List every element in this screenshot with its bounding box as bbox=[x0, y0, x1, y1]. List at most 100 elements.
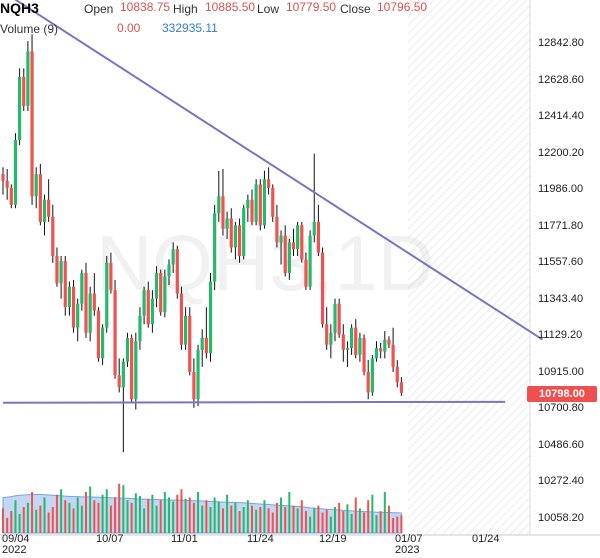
candle-body bbox=[399, 382, 403, 393]
volume-bar bbox=[26, 502, 29, 533]
candle-body bbox=[67, 286, 71, 308]
candle-body bbox=[379, 348, 383, 352]
date-tick-label: 09/04 bbox=[2, 533, 30, 545]
open-value: 10838.75 bbox=[120, 0, 171, 14]
high-label: High bbox=[173, 2, 198, 16]
volume-bar bbox=[201, 505, 204, 533]
open-label: Open bbox=[84, 2, 114, 16]
volume-bar bbox=[138, 496, 141, 533]
candle-body bbox=[362, 337, 366, 372]
volume-bar bbox=[354, 497, 357, 533]
price-tick-label: 11343.40 bbox=[538, 292, 584, 305]
volume-bar bbox=[76, 497, 79, 533]
volume-bar bbox=[168, 497, 170, 533]
volume-bar bbox=[55, 494, 58, 533]
price-tick-label: 11771.80 bbox=[538, 219, 584, 232]
volume-bar bbox=[114, 497, 117, 533]
volume-bar bbox=[122, 485, 125, 533]
volume-bar bbox=[60, 489, 63, 533]
candle-body bbox=[38, 174, 42, 222]
candle-body bbox=[267, 179, 271, 188]
volume-bar bbox=[300, 500, 303, 533]
low-value: 10779.50 bbox=[286, 0, 337, 14]
candle-body bbox=[34, 174, 38, 197]
volume-bar bbox=[147, 498, 150, 533]
candle-body bbox=[320, 252, 325, 325]
candle-body bbox=[337, 303, 341, 335]
date-tick-label: 11/01 bbox=[171, 533, 198, 545]
candle-body bbox=[354, 327, 358, 355]
candle-body bbox=[358, 337, 362, 355]
volume-bar bbox=[105, 489, 108, 533]
volume-bar bbox=[255, 509, 258, 533]
candle-body bbox=[208, 281, 213, 354]
volume-bar bbox=[14, 500, 17, 533]
volume-bar bbox=[280, 497, 283, 533]
candle-body bbox=[154, 273, 159, 299]
candle-body bbox=[171, 249, 175, 265]
candle-body bbox=[184, 315, 188, 345]
candle-body bbox=[333, 303, 337, 333]
date-tick-label: 01/07 bbox=[395, 533, 423, 545]
candle-body bbox=[391, 344, 395, 367]
candle-body bbox=[242, 208, 246, 256]
volume-value: 332935.11 bbox=[162, 21, 218, 35]
volume-bar bbox=[172, 501, 175, 533]
volume-bar bbox=[263, 500, 266, 533]
candle-body bbox=[30, 51, 34, 197]
candle-body bbox=[217, 196, 221, 214]
volume-bar bbox=[350, 513, 353, 533]
volume-bar bbox=[371, 494, 374, 533]
candle-body bbox=[387, 339, 391, 345]
year-tick-label: 2022 bbox=[2, 544, 27, 556]
volume-bar bbox=[6, 517, 9, 533]
volume-bar bbox=[43, 497, 46, 533]
volume-bar bbox=[184, 498, 187, 533]
volume-bar bbox=[313, 508, 316, 533]
volume-bar bbox=[375, 515, 378, 533]
volume-bar bbox=[396, 516, 399, 533]
candle-body bbox=[296, 225, 300, 250]
volume-bar bbox=[10, 511, 13, 533]
volume-bar bbox=[275, 502, 278, 533]
volume-bar bbox=[309, 516, 312, 533]
candle-body bbox=[42, 199, 47, 222]
candle-body bbox=[250, 199, 254, 222]
close-value: 10796.50 bbox=[377, 0, 428, 14]
candle-body bbox=[221, 196, 225, 229]
candle-body bbox=[134, 341, 138, 400]
candle-body bbox=[80, 273, 84, 304]
candle-body bbox=[291, 242, 296, 250]
candle-body bbox=[159, 273, 163, 313]
candle-body bbox=[275, 216, 279, 243]
volume-bar bbox=[18, 513, 21, 533]
candle-body bbox=[51, 216, 55, 256]
candle-body bbox=[109, 262, 113, 291]
volume-bar bbox=[387, 505, 390, 533]
volume-bar bbox=[109, 505, 112, 533]
date-tick-label: 10/07 bbox=[96, 533, 124, 545]
candle-body bbox=[229, 218, 233, 248]
volume-bar bbox=[163, 491, 166, 533]
volume-bar bbox=[242, 507, 245, 533]
candle-body bbox=[329, 332, 333, 345]
volume-bar bbox=[39, 505, 42, 533]
volume-bar bbox=[383, 491, 386, 533]
candle-body bbox=[9, 187, 13, 205]
volume-bar bbox=[64, 500, 67, 533]
candle-body bbox=[18, 76, 22, 141]
candle-body bbox=[121, 361, 125, 388]
candle-body bbox=[59, 261, 63, 284]
candle-body bbox=[196, 349, 200, 400]
candle-body bbox=[341, 334, 345, 350]
volume-bar bbox=[192, 502, 195, 533]
volume-bar bbox=[85, 491, 87, 533]
candle-body bbox=[1, 174, 5, 181]
volume-bar bbox=[267, 508, 270, 533]
candle-body bbox=[237, 225, 242, 256]
volume-bar bbox=[155, 505, 158, 533]
price-tick-label: 11129.20 bbox=[538, 329, 583, 342]
candle-body bbox=[316, 221, 320, 253]
